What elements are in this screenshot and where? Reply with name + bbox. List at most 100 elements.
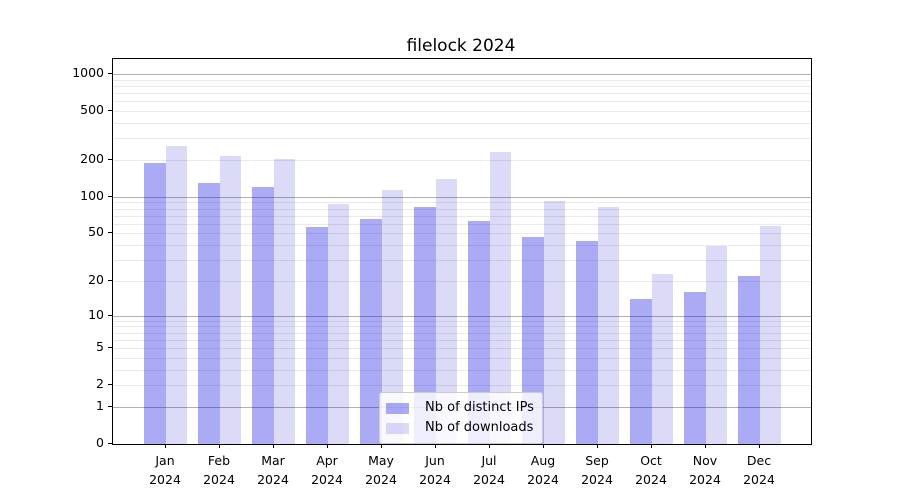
minor-gridline	[113, 321, 811, 322]
minor-gridline	[113, 340, 811, 341]
bar-nov-distinct-ips	[683, 292, 706, 444]
y-tick-mark	[108, 110, 112, 111]
x-tick-mark	[165, 444, 166, 448]
x-tick-label-dec: Dec 2024	[743, 453, 775, 487]
bar-aug-downloads	[543, 201, 566, 444]
minor-gridline	[113, 138, 811, 139]
y-tick-mark	[108, 159, 112, 160]
x-tick-mark	[489, 444, 490, 448]
x-tick-mark	[381, 444, 382, 448]
minor-gridline	[113, 209, 811, 210]
bar-oct-downloads	[651, 273, 674, 444]
minor-gridline	[113, 358, 811, 359]
bar-feb-distinct-ips	[197, 182, 220, 444]
y-tick-mark	[108, 315, 112, 316]
x-tick-label-jan: Jan 2024	[149, 453, 181, 487]
x-tick-mark	[597, 444, 598, 448]
minor-gridline	[113, 111, 811, 112]
x-tick-label-apr: Apr 2024	[311, 453, 343, 487]
minor-gridline	[113, 233, 811, 234]
x-tick-mark	[759, 444, 760, 448]
y-tick-label: 1000	[72, 65, 104, 80]
x-tick-label-aug: Aug 2024	[527, 453, 559, 487]
x-tick-mark	[327, 444, 328, 448]
minor-gridline	[113, 348, 811, 349]
bar-feb-downloads	[219, 156, 242, 444]
minor-gridline	[113, 326, 811, 327]
legend-label: Nb of distinct IPs	[425, 400, 534, 415]
y-tick-label: 0	[96, 435, 104, 450]
y-tick-label: 2	[96, 376, 104, 391]
y-tick-label: 20	[88, 272, 104, 287]
bar-sep-downloads	[597, 207, 620, 444]
y-tick-label: 1	[96, 398, 104, 413]
minor-gridline	[113, 333, 811, 334]
minor-gridline	[113, 160, 811, 161]
x-tick-mark	[651, 444, 652, 448]
bar-jan-downloads	[165, 145, 188, 444]
legend-swatch-distinct-ips	[386, 402, 409, 414]
y-tick-label: 100	[80, 188, 104, 203]
y-tick-label: 500	[80, 102, 104, 117]
x-tick-mark	[435, 444, 436, 448]
bar-mar-downloads	[273, 158, 296, 444]
minor-gridline	[113, 224, 811, 225]
legend: Nb of distinct IPs Nb of downloads	[379, 392, 543, 444]
y-tick-mark	[108, 280, 112, 281]
bar-nov-downloads	[705, 246, 728, 444]
x-tick-label-jun: Jun 2024	[419, 453, 451, 487]
y-tick-mark	[108, 384, 112, 385]
x-tick-mark	[705, 444, 706, 448]
y-tick-label: 10	[88, 307, 104, 322]
minor-gridline	[113, 202, 811, 203]
bar-jun-distinct-ips	[413, 207, 436, 444]
major-gridline	[113, 74, 811, 75]
x-tick-label-feb: Feb 2024	[203, 453, 235, 487]
y-tick-mark	[108, 232, 112, 233]
y-tick-mark	[108, 347, 112, 348]
bar-sep-distinct-ips	[575, 241, 598, 444]
x-tick-mark	[543, 444, 544, 448]
minor-gridline	[113, 101, 811, 102]
minor-gridline	[113, 86, 811, 87]
y-tick-label: 5	[96, 339, 104, 354]
y-tick-label: 50	[88, 224, 104, 239]
legend-item-downloads: Nb of downloads	[386, 418, 542, 438]
minor-gridline	[113, 370, 811, 371]
legend-item-distinct-ips: Nb of distinct IPs	[386, 398, 542, 418]
bar-dec-distinct-ips	[737, 276, 760, 444]
bar-oct-distinct-ips	[629, 298, 652, 444]
x-tick-label-jul: Jul 2024	[473, 453, 505, 487]
bar-mar-distinct-ips	[251, 187, 274, 444]
bar-apr-downloads	[327, 204, 350, 444]
minor-gridline	[113, 281, 811, 282]
y-tick-label: 200	[80, 151, 104, 166]
bar-jul-downloads	[489, 152, 512, 444]
y-tick-mark	[108, 406, 112, 407]
minor-gridline	[113, 80, 811, 81]
minor-gridline	[113, 216, 811, 217]
minor-gridline	[113, 123, 811, 124]
x-tick-label-nov: Nov 2024	[689, 453, 721, 487]
minor-gridline	[113, 245, 811, 246]
chart-title: filelock 2024	[406, 36, 516, 56]
x-tick-label-may: May 2024	[365, 453, 397, 487]
bar-dec-downloads	[759, 226, 782, 444]
legend-label: Nb of downloads	[425, 420, 534, 435]
major-gridline	[113, 316, 811, 317]
x-tick-label-sep: Sep 2024	[581, 453, 613, 487]
bar-apr-distinct-ips	[305, 227, 328, 444]
minor-gridline	[113, 260, 811, 261]
x-tick-mark	[273, 444, 274, 448]
x-tick-label-mar: Mar 2024	[257, 453, 289, 487]
x-tick-label-oct: Oct 2024	[635, 453, 667, 487]
bar-may-distinct-ips	[359, 218, 382, 444]
y-tick-mark	[108, 73, 112, 74]
y-tick-mark	[108, 443, 112, 444]
minor-gridline	[113, 385, 811, 386]
bar-jan-distinct-ips	[143, 162, 166, 444]
bar-may-downloads	[381, 190, 404, 444]
y-tick-mark	[108, 196, 112, 197]
legend-swatch-downloads	[386, 422, 409, 434]
